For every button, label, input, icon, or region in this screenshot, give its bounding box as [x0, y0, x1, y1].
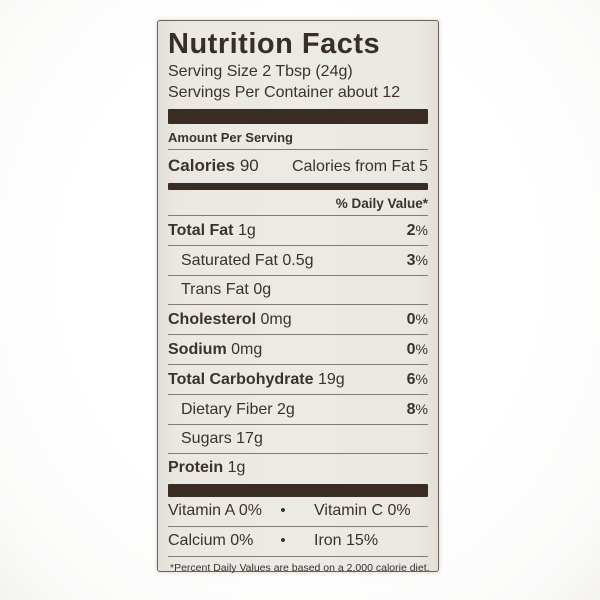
- nutrient-name-amount: Total Carbohydrate 19g: [168, 371, 345, 388]
- nutrient-name-amount: Protein 1g: [168, 459, 246, 476]
- nutrient-row-sugars: Sugars 17g: [168, 425, 428, 454]
- nutrient-dv: 0%: [406, 341, 428, 358]
- nutrient-row-dietary-fiber: Dietary Fiber 2g 8%: [168, 395, 428, 425]
- nutrient-name-amount: Dietary Fiber 2g: [181, 401, 295, 418]
- calories-label: Calories: [168, 156, 236, 175]
- thick-separator-bar-top: [168, 109, 428, 124]
- nutrient-dv: 2%: [406, 222, 428, 239]
- nutrient-row-sodium: Sodium 0mg 0%: [168, 335, 428, 365]
- medium-separator-bar: [168, 183, 428, 190]
- nutrient-dv: 3%: [406, 252, 428, 269]
- nutrient-name-amount: Cholesterol 0mg: [168, 311, 292, 328]
- nutrient-row-cholesterol: Cholesterol 0mg 0%: [168, 305, 428, 335]
- vitamin-row-a-c: Vitamin A 0% • Vitamin C 0%: [168, 497, 428, 527]
- label-title: Nutrition Facts: [168, 28, 381, 60]
- calcium-value: Calcium 0%: [168, 532, 254, 549]
- bullet-separator: •: [280, 532, 286, 549]
- nutrient-name-amount: Sugars 17g: [181, 430, 263, 447]
- vitamin-row-calcium-iron: Calcium 0% • Iron 15%: [168, 527, 428, 556]
- calories-label-value: Calories 90: [168, 156, 259, 176]
- nutrient-dv: 0%: [406, 311, 428, 328]
- nutrient-row-total-fat: Total Fat 1g 2%: [168, 216, 428, 246]
- nutrient-name-amount: Saturated Fat 0.5g: [181, 252, 314, 269]
- daily-value-header: % Daily Value*: [168, 190, 428, 216]
- calories-row: Calories 90 Calories from Fat 5: [168, 150, 428, 183]
- amount-per-serving-header: Amount Per Serving: [168, 124, 428, 150]
- nutrition-facts-label: Nutrition Facts Serving Size 2 Tbsp (24g…: [157, 20, 439, 574]
- thick-separator-bar-bottom: [168, 484, 428, 497]
- servings-per-container-text: Servings Per Container about 12: [168, 84, 401, 101]
- vitamin-a-value: Vitamin A 0%: [168, 502, 262, 519]
- nutrient-row-protein: Protein 1g: [168, 454, 428, 482]
- nutrient-dv: 6%: [406, 371, 428, 388]
- calories-value: 90: [239, 156, 259, 175]
- nutrient-dv: 8%: [406, 401, 428, 418]
- calories-from-fat: Calories from Fat 5: [291, 158, 428, 175]
- nutrient-row-total-carbohydrate: Total Carbohydrate 19g 6%: [168, 365, 428, 395]
- nutrient-name-amount: Total Fat 1g: [168, 222, 256, 239]
- iron-value: Iron 15%: [314, 532, 379, 549]
- vitamin-c-value: Vitamin C 0%: [314, 502, 411, 519]
- bullet-separator: •: [280, 502, 286, 519]
- nutrient-name-amount: Trans Fat 0g: [181, 281, 272, 298]
- nutrient-row-trans-fat: Trans Fat 0g: [168, 276, 428, 305]
- serving-size-text: Serving Size 2 Tbsp (24g): [168, 63, 353, 80]
- nutrient-row-saturated-fat: Saturated Fat 0.5g 3%: [168, 246, 428, 276]
- nutrient-name-amount: Sodium 0mg: [168, 341, 263, 358]
- daily-value-footnote: *Percent Daily Values are based on a 2,0…: [168, 556, 430, 581]
